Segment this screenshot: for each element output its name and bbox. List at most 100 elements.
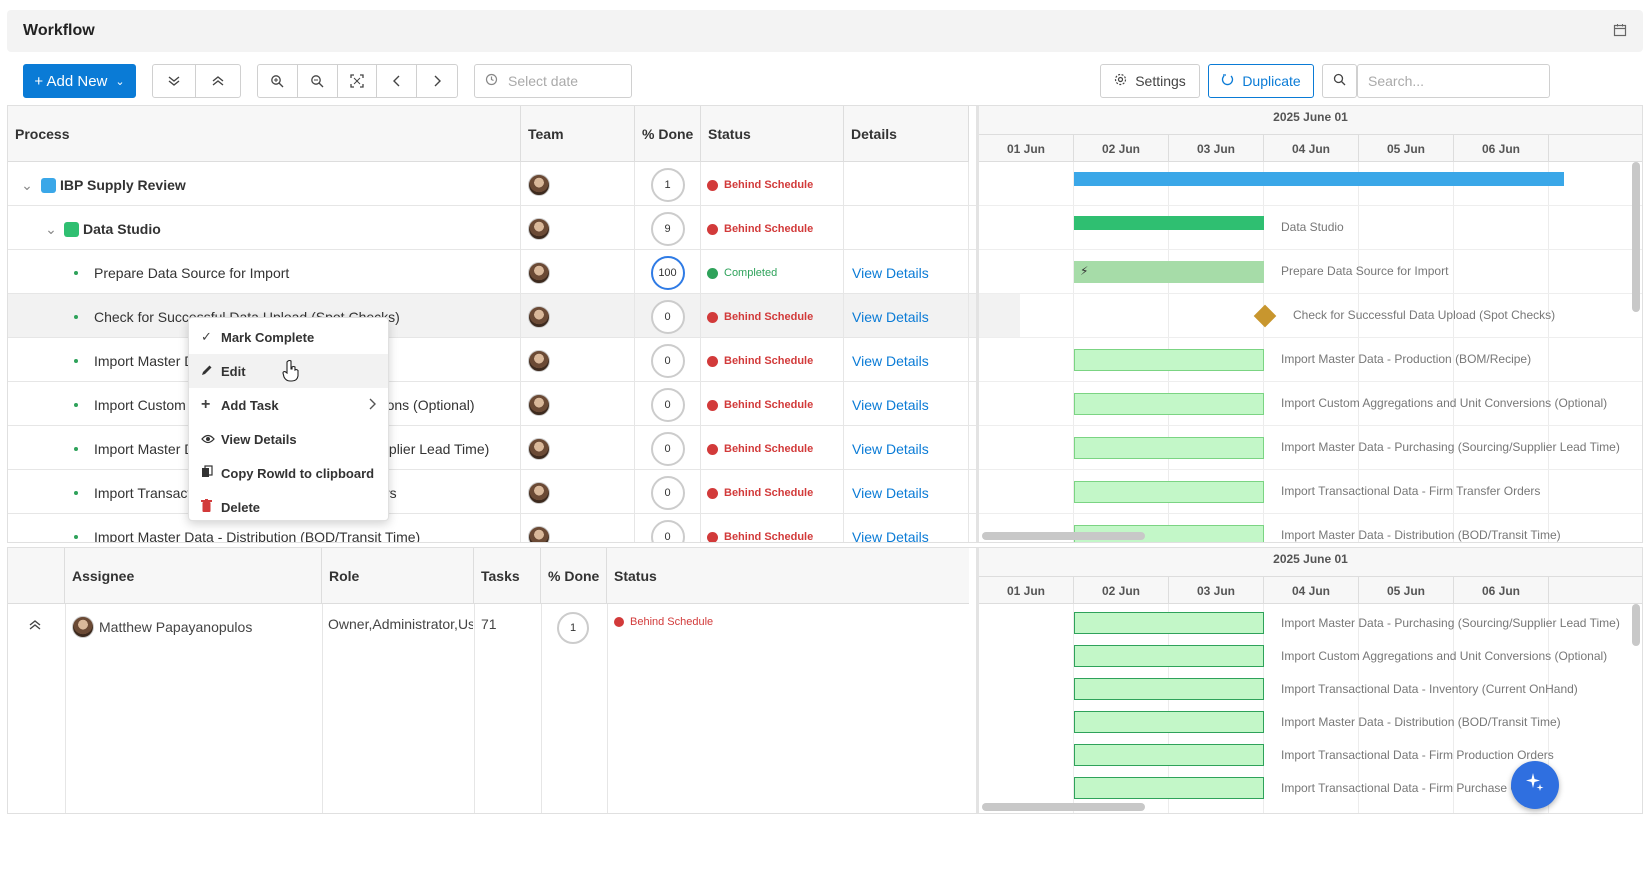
zoom-in-icon[interactable] bbox=[258, 65, 298, 97]
view-details-link[interactable]: View Details bbox=[852, 397, 929, 413]
assignee-task-bar[interactable] bbox=[1074, 645, 1264, 667]
table-row[interactable]: Check for Successful Data Upload (Spot C… bbox=[8, 294, 1020, 340]
col-pct-done[interactable]: % Done bbox=[635, 106, 701, 162]
table-row[interactable]: Prepare Data Source for Import 100 Compl… bbox=[8, 250, 1020, 296]
expand-collapse-group bbox=[152, 64, 241, 98]
task-bar[interactable] bbox=[1074, 393, 1264, 415]
avatar bbox=[528, 174, 550, 196]
gantt-bar-label: Import Transactional Data - Firm Product… bbox=[1281, 748, 1554, 762]
task-name: Import Master Data - Distribution (BOD/T… bbox=[94, 529, 421, 543]
col-status[interactable]: Status bbox=[701, 106, 844, 162]
chevron-down-icon[interactable]: ⌄ bbox=[21, 176, 33, 193]
menu-view-details[interactable]: View Details bbox=[189, 422, 388, 456]
avatar bbox=[528, 350, 550, 372]
milestone-diamond[interactable] bbox=[1253, 304, 1277, 328]
col-assignee[interactable]: Assignee bbox=[65, 548, 322, 604]
task-bar[interactable] bbox=[1074, 481, 1264, 503]
assignee-task-bar[interactable] bbox=[1074, 744, 1264, 766]
gantt-bar-label: Import Master Data - Distribution (BOD/T… bbox=[1281, 715, 1561, 729]
chevron-right-icon[interactable] bbox=[417, 65, 457, 97]
expand-all-icon[interactable] bbox=[153, 65, 196, 97]
avatar bbox=[528, 438, 550, 460]
assignee-task-bar[interactable] bbox=[1074, 777, 1264, 799]
add-new-button[interactable]: + Add New ⌄ bbox=[23, 64, 136, 98]
menu-add-task[interactable]: + Add Task bbox=[189, 388, 388, 422]
assignee-task-bar[interactable] bbox=[1074, 612, 1264, 634]
fit-to-screen-icon[interactable] bbox=[338, 65, 378, 97]
chevron-left-icon[interactable] bbox=[377, 65, 418, 97]
assignee-v-scrollbar[interactable] bbox=[1632, 604, 1640, 646]
assignee-task-bar[interactable] bbox=[1074, 711, 1264, 733]
view-details-link[interactable]: View Details bbox=[852, 353, 929, 369]
table-row[interactable]: ⌄ IBP Supply Review 1 Behind Schedule bbox=[8, 162, 1020, 208]
add-new-label: + Add New bbox=[34, 72, 108, 90]
zoom-out-icon[interactable] bbox=[298, 65, 338, 97]
table-row[interactable]: Import Master Data - Production (BOM/Rec… bbox=[8, 338, 1020, 384]
date-picker-input[interactable]: Select date bbox=[474, 64, 632, 98]
settings-button[interactable]: Settings bbox=[1100, 64, 1200, 98]
progress-ring: 0 bbox=[650, 344, 685, 378]
calendar-icon[interactable] bbox=[1613, 23, 1627, 40]
assignee-tasks: 71 bbox=[481, 616, 497, 632]
col-tasks[interactable]: Tasks bbox=[474, 548, 541, 604]
view-details-link[interactable]: View Details bbox=[852, 441, 929, 457]
table-row[interactable]: Import Master Data - Distribution (BOD/T… bbox=[8, 514, 1020, 543]
table-row[interactable]: Import Master Data - Purchasing (Sourcin… bbox=[8, 426, 1020, 472]
ai-assistant-button[interactable] bbox=[1511, 761, 1559, 809]
task-bar[interactable] bbox=[1074, 437, 1264, 459]
progress-ring: 0 bbox=[650, 520, 685, 542]
gantt-day-label: 05 Jun bbox=[1359, 577, 1454, 605]
duplicate-icon bbox=[1221, 73, 1234, 89]
assignee-task-bar[interactable] bbox=[1074, 678, 1264, 700]
gantt-h-scrollbar[interactable] bbox=[982, 532, 1145, 540]
duplicate-button[interactable]: Duplicate bbox=[1208, 64, 1314, 98]
assignee-status: Behind Schedule bbox=[614, 616, 713, 628]
col-assignee-status[interactable]: Status bbox=[614, 568, 657, 584]
plus-icon: + bbox=[201, 396, 211, 413]
view-details-link[interactable]: View Details bbox=[852, 529, 929, 543]
gantt-row: Import Master Data - Production (BOM/Rec… bbox=[979, 338, 1642, 382]
assignee-gantt-header: 2025 June 01 01 Jun 02 Jun 03 Jun 04 Jun 05 … bbox=[979, 548, 1642, 605]
chevron-down-icon[interactable]: ⌄ bbox=[45, 220, 57, 237]
completed-bar[interactable]: ⚡ bbox=[1074, 261, 1264, 283]
col-expand bbox=[8, 548, 65, 604]
pct-cell: 0 bbox=[635, 382, 701, 428]
pct-cell: 1 bbox=[635, 162, 701, 208]
col-details[interactable]: Details bbox=[844, 106, 969, 162]
table-row[interactable]: Import Transactional Data - Firm Transfe… bbox=[8, 470, 1020, 516]
group-bar[interactable] bbox=[1074, 216, 1264, 230]
col-process[interactable]: Process bbox=[8, 106, 521, 162]
menu-delete[interactable]: Delete bbox=[189, 490, 388, 524]
process-cell: Import Master Data - Distribution (BOD/T… bbox=[8, 514, 521, 543]
collapse-up-icon[interactable] bbox=[28, 618, 42, 635]
gantt-body: Data Studio ⚡ Prepare Data Source for Impo… bbox=[979, 162, 1642, 542]
table-row[interactable]: ⌄ Data Studio 9 Behind Schedule bbox=[8, 206, 1020, 252]
bullet-icon bbox=[74, 535, 78, 539]
view-details-link[interactable]: View Details bbox=[852, 485, 929, 501]
copy-icon bbox=[201, 465, 221, 481]
col-role[interactable]: Role bbox=[322, 548, 474, 604]
collapse-all-icon[interactable] bbox=[196, 65, 239, 97]
gantt-gridline bbox=[1073, 604, 1074, 813]
gantt-bar-label: Data Studio bbox=[1281, 220, 1344, 234]
col-team[interactable]: Team bbox=[521, 106, 635, 162]
assignee-row[interactable]: Matthew Papayanopulos Owner,Administrato… bbox=[8, 604, 969, 654]
view-details-link[interactable]: View Details bbox=[852, 309, 929, 325]
table-row[interactable]: Import Custom Aggregations and Unit Conv… bbox=[8, 382, 1020, 428]
task-name: Data Studio bbox=[83, 221, 161, 237]
search-button[interactable] bbox=[1322, 64, 1357, 98]
task-bar[interactable] bbox=[1074, 349, 1264, 371]
search-input[interactable]: Search... bbox=[1357, 64, 1550, 98]
status-badge: Behind Schedule bbox=[707, 179, 813, 191]
status-cell: Behind Schedule bbox=[701, 426, 844, 472]
gantt-gridline bbox=[1073, 162, 1074, 542]
summary-bar[interactable] bbox=[1074, 172, 1564, 186]
avatar bbox=[528, 262, 550, 284]
menu-mark-complete[interactable]: ✓ Mark Complete bbox=[201, 329, 315, 345]
assignee-h-scrollbar[interactable] bbox=[982, 803, 1145, 811]
view-details-link[interactable]: View Details bbox=[852, 265, 929, 281]
gantt-gridline bbox=[1358, 162, 1359, 542]
menu-copy-rowid[interactable]: Copy RowId to clipboard bbox=[189, 456, 388, 490]
col-assignee-pct[interactable]: % Done bbox=[541, 548, 607, 604]
gantt-v-scrollbar[interactable] bbox=[1632, 162, 1640, 312]
